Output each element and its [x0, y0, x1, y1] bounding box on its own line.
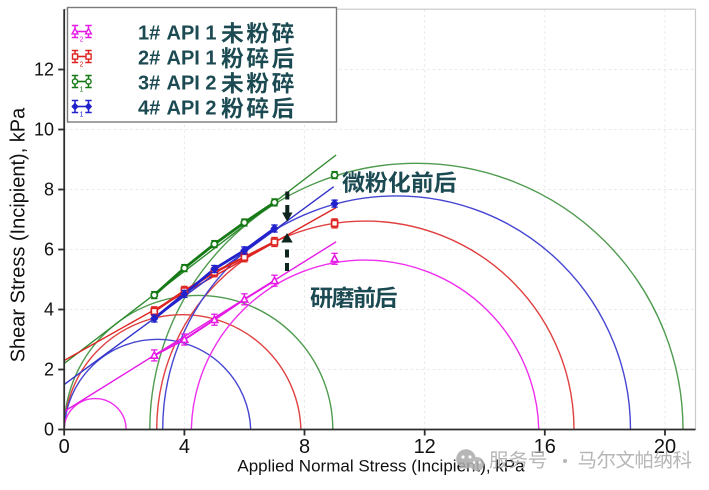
svg-text:4: 4 [44, 300, 54, 320]
svg-text:API 1: API 1 [167, 48, 217, 70]
svg-text:0: 0 [44, 420, 54, 440]
svg-text:API 2: API 2 [167, 98, 217, 120]
svg-text:10: 10 [34, 120, 54, 140]
svg-text:12: 12 [34, 60, 54, 80]
svg-text:Shear Stress (Incipient), kPa: Shear Stress (Incipient), kPa [8, 107, 30, 362]
svg-text:20: 20 [654, 436, 676, 458]
svg-text:2: 2 [80, 37, 84, 44]
svg-text:2: 2 [80, 62, 84, 69]
svg-text:2: 2 [44, 360, 54, 380]
svg-text:8: 8 [44, 180, 54, 200]
svg-text:12: 12 [414, 436, 436, 458]
svg-text:Applied Normal Stress (Incipie: Applied Normal Stress (Incipient), kPa [237, 457, 525, 476]
svg-text:3#: 3# [138, 73, 160, 95]
svg-text:1: 1 [80, 87, 84, 94]
svg-text:1#: 1# [138, 23, 160, 45]
svg-text:0: 0 [59, 436, 70, 458]
svg-text:8: 8 [299, 436, 310, 458]
svg-text:4: 4 [179, 436, 190, 458]
svg-text:1: 1 [80, 112, 84, 119]
svg-text:API 1: API 1 [167, 23, 217, 45]
svg-text:API 2: API 2 [167, 73, 217, 95]
svg-text:2#: 2# [138, 48, 160, 70]
svg-text:16: 16 [534, 436, 556, 458]
svg-text:4#: 4# [138, 98, 160, 120]
svg-text:6: 6 [44, 240, 54, 260]
